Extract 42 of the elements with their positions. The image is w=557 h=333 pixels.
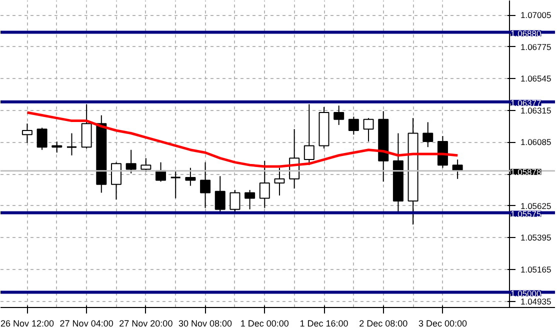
y-tick-label: 1.05165 [520,264,552,274]
ref-line-label: 1.05000 [510,288,542,298]
candlestick [214,176,226,213]
y-tick-label: 1.06545 [520,74,552,84]
x-tick-label: 27 Nov 20:00 [119,318,173,328]
y-tick-label: 1.06315 [520,105,552,116]
x-tick-label: 27 Nov 04:00 [60,318,114,328]
y-tick-label: 1.06085 [520,137,552,148]
candlestick [66,132,78,156]
candlestick [274,167,285,196]
x-tick-label: 1 Dec 16:00 [300,318,348,328]
candlestick [200,162,211,208]
candlestick [185,167,196,186]
x-tick-label: 3 Dec 00:00 [418,318,467,328]
candlestick [52,141,62,154]
candlestick [81,104,92,149]
candlestick [36,127,48,150]
x-tick-label: 1 Dec 00:00 [240,318,289,328]
candlestick [126,149,136,174]
ref-line-label: 1.05878 [510,166,542,177]
candlestick [422,122,434,148]
candlestick [363,118,374,142]
y-tick-label: 1.05625 [520,200,552,211]
y-tick-label: 1.05395 [520,232,552,243]
candlestick [111,162,122,200]
x-tick-label: 2 Dec 08:00 [359,318,408,328]
y-tick-label: 1.06775 [520,42,552,52]
candlestick [230,189,240,213]
ref-line-label: 1.05575 [510,208,542,219]
candlestick [334,105,344,126]
y-tick-label: 1.07005 [520,10,552,20]
y-tick-label: 1.04935 [520,296,552,306]
candlestick [348,116,359,136]
candlestick [259,160,270,208]
x-tick-label: 30 Nov 08:00 [178,318,232,328]
ref-line-label: 1.06880 [510,28,542,38]
candlestick [170,170,182,199]
x-tick-label: 26 Nov 12:00 [0,318,54,328]
candlestick [244,189,256,210]
candlestick [140,158,152,172]
candlestick [22,123,32,144]
ref-line-label: 1.06377 [510,98,542,108]
